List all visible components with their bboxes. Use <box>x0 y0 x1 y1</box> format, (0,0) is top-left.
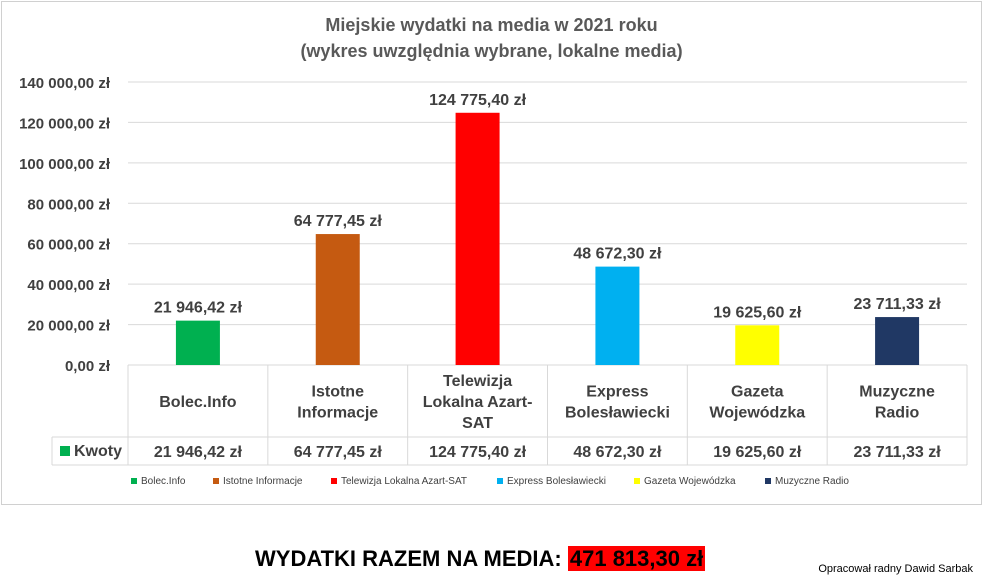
legend-swatch <box>497 478 503 484</box>
legend-swatch <box>331 478 337 484</box>
table-value: 19 625,60 zł <box>713 444 802 461</box>
bar <box>455 112 500 365</box>
table-value: 124 775,40 zł <box>429 444 527 461</box>
legend-label: Telewizja Lokalna Azart-SAT <box>341 476 467 487</box>
bar <box>315 234 360 365</box>
category-label: Radio <box>875 405 920 422</box>
category-label: Telewizja <box>443 373 512 390</box>
y-tick-label: 80 000,00 zł <box>27 196 110 213</box>
y-tick-label: 60 000,00 zł <box>27 237 110 254</box>
legend-swatch <box>634 478 640 484</box>
category-label: SAT <box>462 415 493 432</box>
category-label: Muzyczne <box>859 384 935 401</box>
table-value: 23 711,33 zł <box>853 444 941 461</box>
category-label: Informacje <box>297 405 378 422</box>
category-label: Express <box>586 384 648 401</box>
bar <box>175 320 220 365</box>
total-expenses: WYDATKI RAZEM NA MEDIA: 471 813,30 zł <box>255 544 706 574</box>
category-label: Bolec.Info <box>159 394 237 411</box>
chart-title: Miejskie wydatki na media w 2021 roku (w… <box>0 12 983 64</box>
data-label: 19 625,60 zł <box>713 304 802 321</box>
table-legend-key <box>60 446 70 456</box>
legend-label: Gazeta Wojewódzka <box>644 476 736 487</box>
author-note: Opracował radny Dawid Sarbak <box>818 563 973 575</box>
y-tick-label: 40 000,00 zł <box>27 277 110 294</box>
data-label: 21 946,42 zł <box>154 300 243 317</box>
bar <box>735 325 780 365</box>
category-label: Wojewódzka <box>709 405 805 422</box>
y-tick-label: 120 000,00 zł <box>19 115 111 132</box>
bar-chart: 0,00 zł 20 000,00 zł 40 000,00 zł 60 000,00… <box>19 75 968 487</box>
y-tick-label: 0,00 zł <box>65 358 111 375</box>
data-label: 48 672,30 zł <box>573 246 662 263</box>
total-amount: 471 813,30 zł <box>567 546 706 571</box>
data-label: 23 711,33 zł <box>853 296 941 313</box>
data-label: 64 777,45 zł <box>294 213 383 230</box>
legend-swatch <box>213 478 219 484</box>
legend-label: Istotne Informacje <box>223 476 303 487</box>
chart-title-line-1: Miejskie wydatki na media w 2021 roku <box>325 15 658 35</box>
legend-label: Bolec.Info <box>141 476 186 487</box>
category-label: Gazeta <box>731 384 784 401</box>
bar <box>595 266 640 365</box>
legend-swatch <box>765 478 771 484</box>
legend-label: Muzyczne Radio <box>775 476 849 487</box>
category-label: Bolesławiecki <box>565 405 670 422</box>
table-value: 64 777,45 zł <box>294 444 383 461</box>
table-series-name: Kwoty <box>74 443 122 460</box>
legend-label: Express Bolesławiecki <box>507 476 606 487</box>
category-label: Istotne <box>312 384 365 401</box>
chart-title-line-2: (wykres uwzględnia wybrane, lokalne medi… <box>300 41 683 61</box>
table-value: 48 672,30 zł <box>573 444 662 461</box>
y-tick-label: 140 000,00 zł <box>19 75 111 92</box>
bar <box>875 317 920 365</box>
legend-swatch <box>131 478 137 484</box>
y-tick-label: 100 000,00 zł <box>19 156 111 173</box>
total-label: WYDATKI RAZEM NA MEDIA: <box>255 546 562 571</box>
y-tick-label: 20 000,00 zł <box>27 318 110 335</box>
category-label: Lokalna Azart- <box>423 394 533 411</box>
data-label: 124 775,40 zł <box>429 92 527 109</box>
table-value: 21 946,42 zł <box>154 444 243 461</box>
